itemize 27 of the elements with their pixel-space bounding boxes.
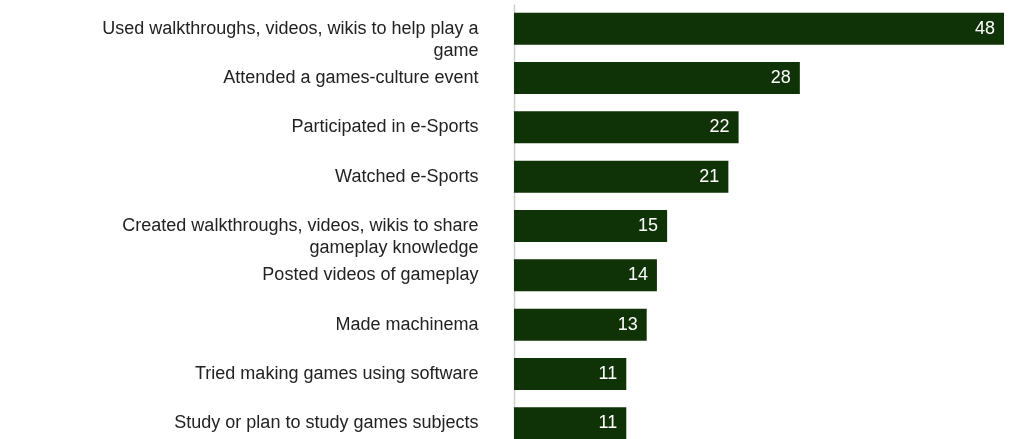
data-label: 14 (627, 264, 648, 285)
data-label: 13 (617, 313, 638, 334)
data-label: 28 (770, 67, 791, 87)
y-tick-label: Attended a games-culture event (223, 67, 479, 87)
bar (514, 259, 657, 292)
y-tick-label: Watched e-Sports (335, 165, 479, 186)
bar (514, 209, 668, 243)
y-tick-label: Participated in e-Sports (291, 116, 479, 137)
data-label: 15 (638, 215, 659, 235)
y-tick-label: Posted videos of gameplay (262, 264, 479, 285)
data-label: 11 (598, 412, 618, 433)
bar (514, 111, 739, 144)
bar (514, 160, 729, 193)
bar (514, 12, 1004, 45)
y-tick-label: Created walkthroughs, videos, wikis to share gameplay knowledge (122, 215, 479, 257)
bar (514, 308, 647, 341)
bar (514, 407, 627, 439)
y-tick-label: Used walkthroughs, videos, wikis to help play a game (102, 17, 480, 60)
data-label: 11 (598, 363, 618, 383)
bar (514, 61, 800, 95)
y-tick-label: Made machinema (335, 313, 480, 334)
data-label: 48 (974, 17, 995, 38)
y-tick-label: Tried making games using software (195, 363, 479, 383)
bar (514, 357, 627, 391)
data-label: 21 (699, 165, 720, 186)
data-label: 22 (709, 116, 730, 137)
y-tick-label: Study or plan to study games subjects (174, 412, 479, 433)
